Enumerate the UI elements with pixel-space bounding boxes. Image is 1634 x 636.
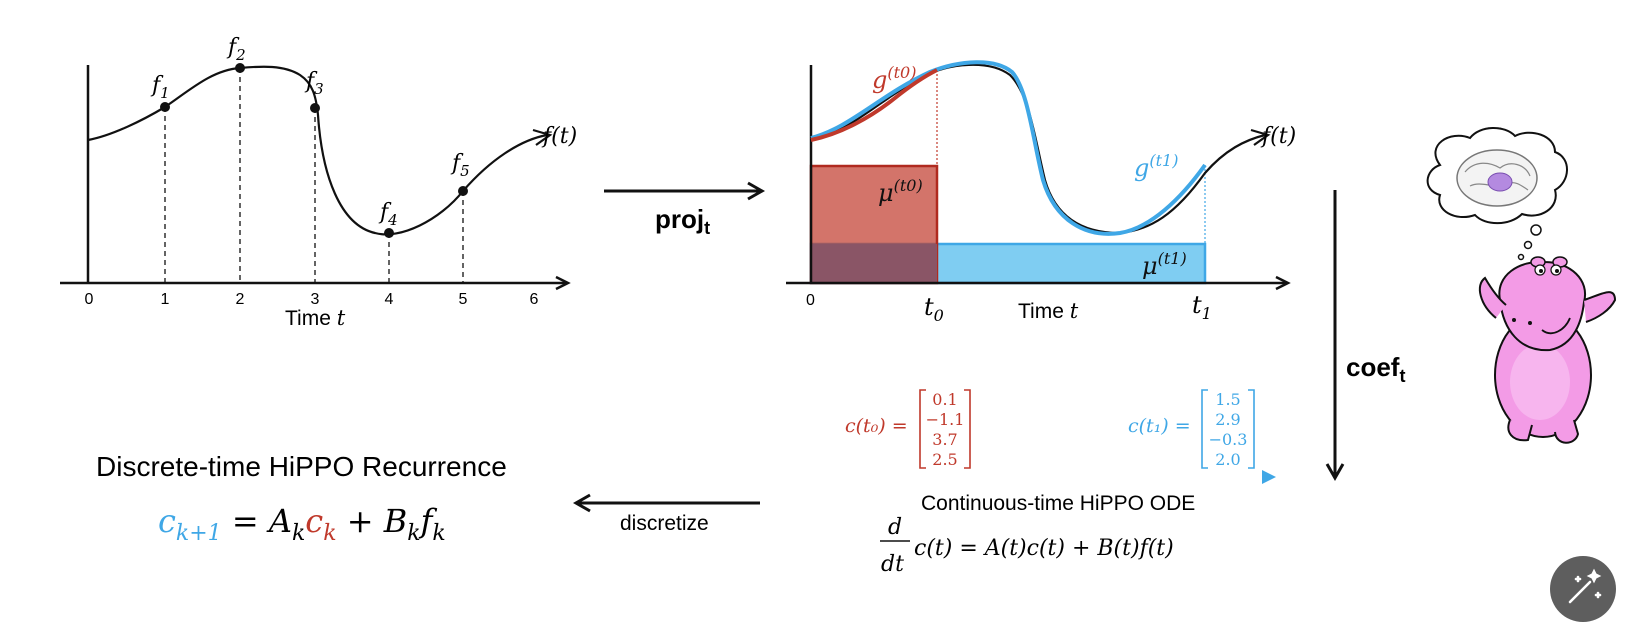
right-tick-0: 0 xyxy=(806,292,815,309)
sample-point-3 xyxy=(310,103,320,113)
recurrence-equation: ck+1 = Akck + Bkfk xyxy=(158,502,446,548)
c-t0-entry-4: 2.5 xyxy=(932,450,957,469)
tick-2: 2 xyxy=(236,291,245,308)
coef-arrow: coeft xyxy=(1325,190,1405,482)
c-t1-right-bracket xyxy=(1248,389,1255,469)
c-t0-lhs: c(t₀) = xyxy=(845,415,908,437)
mu-t1-label: μ(t1) xyxy=(1142,249,1187,280)
sample-points xyxy=(160,63,468,238)
right-curve-arrowhead xyxy=(1250,128,1271,146)
left-x-axis-arrowhead xyxy=(555,275,571,291)
sample-point-5 xyxy=(458,186,468,196)
proj-arrow: projt xyxy=(604,181,766,238)
c-t1-lhs: c(t₁) = xyxy=(1128,415,1191,437)
right-tick-t0: t0 xyxy=(924,293,944,325)
magic-wand-icon xyxy=(1568,568,1602,604)
point-label-3: f3 xyxy=(304,69,324,98)
g-t0-label: g(t0) xyxy=(872,63,916,94)
sample-point-4 xyxy=(384,228,394,238)
left-plot: f1 f2 f3 f4 f5 f(t) 0 1 2 3 4 5 6 Time t xyxy=(60,35,577,330)
right-x-axis-label: Time t xyxy=(1018,299,1079,323)
c-t1-entry-1: 1.5 xyxy=(1215,390,1240,409)
point-label-5: f5 xyxy=(450,151,470,180)
tick-1: 1 xyxy=(161,291,170,308)
hippo-mascot-illustration xyxy=(1426,127,1617,444)
sample-dashed-lines xyxy=(164,68,464,283)
left-curve-arrowhead xyxy=(532,128,553,146)
left-tick-labels: 0 1 2 3 4 5 6 xyxy=(85,291,539,308)
overlap-region xyxy=(811,244,937,283)
mu-t0-label: μ(t0) xyxy=(878,176,923,207)
c-t0-left-bracket xyxy=(919,389,926,469)
g-t0-curve xyxy=(810,68,938,142)
point-label-2: f2 xyxy=(226,35,246,64)
tick-6: 6 xyxy=(530,291,539,308)
ode-equation: c(t) = A(t)c(t) + B(t)f(t) xyxy=(914,536,1174,561)
deriv-denominator: dt xyxy=(881,552,904,577)
right-x-axis-arrowhead xyxy=(1275,275,1291,291)
sample-point-1 xyxy=(160,102,170,112)
tick-4: 4 xyxy=(385,291,394,308)
c-t1-entry-4: 2.0 xyxy=(1215,450,1240,469)
right-plot: g(t0) g(t1) μ(t0) μ(t1) f(t) 0 t0 t1 Tim… xyxy=(786,60,1296,325)
c-t0-entry-2: −1.1 xyxy=(926,410,965,429)
right-tick-t1: t1 xyxy=(1192,291,1212,323)
ode-section: c(t₀) = 0.1 −1.1 3.7 2.5 c(t₁) = 1.5 2.9… xyxy=(834,389,1276,577)
right-function-label: f(t) xyxy=(1260,124,1296,149)
c-t1-entry-2: 2.9 xyxy=(1215,410,1240,429)
c-t0-entry-3: 3.7 xyxy=(932,430,957,449)
c-t1-left-bracket xyxy=(1201,389,1208,469)
point-label-1: f1 xyxy=(150,73,170,102)
c-t0-right-bracket xyxy=(964,389,971,469)
recurrence-title: Discrete-time HiPPO Recurrence xyxy=(96,451,507,482)
point-label-4: f4 xyxy=(378,200,398,229)
c-t0-entry-1: 0.1 xyxy=(932,390,957,409)
ode-title: Continuous-time HiPPO ODE xyxy=(921,492,1195,515)
discretize-label: discretize xyxy=(620,512,709,535)
proj-label: projt xyxy=(655,204,710,238)
left-function-label: f(t) xyxy=(541,124,577,149)
c-t1-entry-3: −0.3 xyxy=(1209,430,1248,449)
tick-3: 3 xyxy=(311,291,320,308)
g-t1-label: g(t1) xyxy=(1134,151,1178,182)
g-t1-curve xyxy=(810,60,1207,236)
recurrence-section: Discrete-time HiPPO Recurrence ck+1 = Ak… xyxy=(96,451,507,548)
tick-0: 0 xyxy=(85,291,94,308)
tick-5: 5 xyxy=(459,291,468,308)
deriv-numerator: d xyxy=(888,515,902,540)
left-x-axis-label: Time t xyxy=(285,306,346,330)
discretize-arrow: discretize xyxy=(572,493,760,535)
image-edit-button[interactable] xyxy=(1550,556,1616,622)
sample-point-2 xyxy=(235,63,245,73)
coef-label: coeft xyxy=(1346,352,1405,386)
